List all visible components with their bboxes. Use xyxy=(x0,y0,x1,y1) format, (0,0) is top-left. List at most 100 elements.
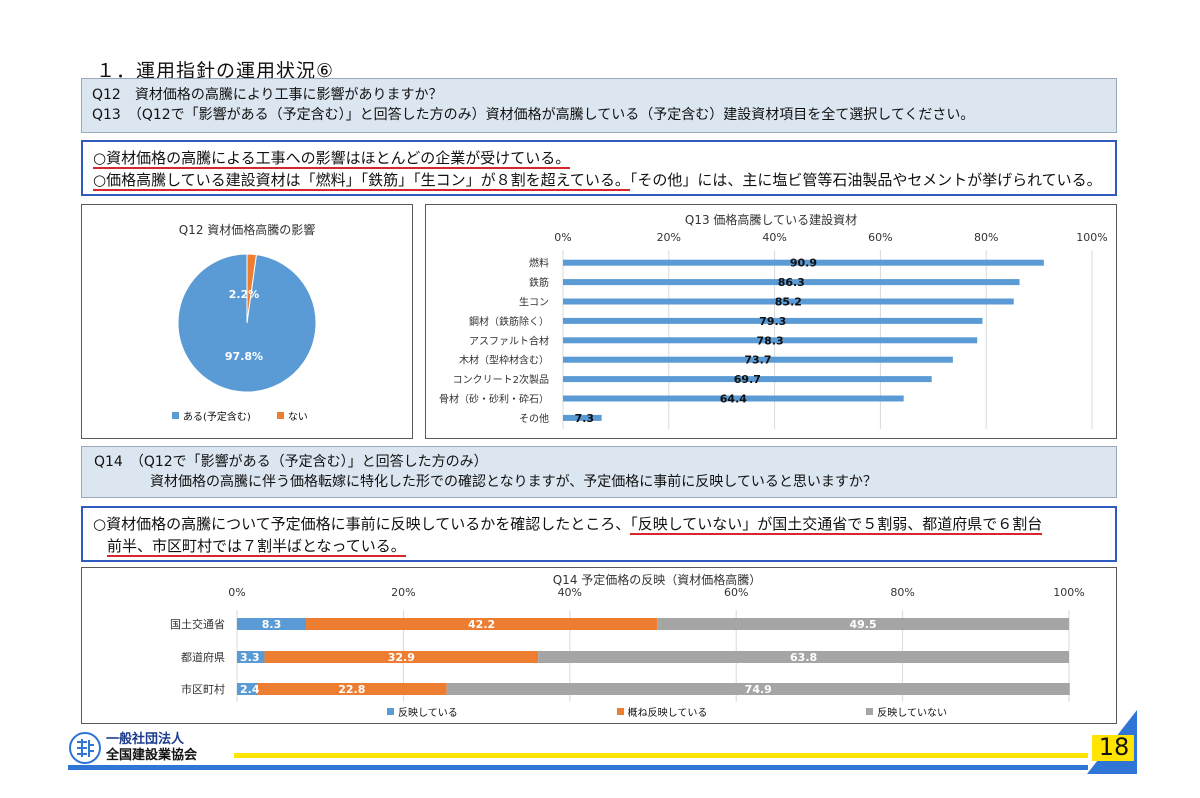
finding-materials: ○価格高騰している建設資材は「燃料」「鉄筋」「生コン」が８割を超えている。 xyxy=(93,171,630,191)
stacked-bar-segment xyxy=(264,651,539,663)
legend-item-ooune: 概ね反映している xyxy=(616,704,707,719)
footer-yellow-rule xyxy=(234,753,1088,758)
segment-value-label: 32.9 xyxy=(388,651,415,664)
q14-stacked-bar-chart: Q14 予定価格の反映（資材価格高騰） 0% 20% 40% 60% 80% 100% 国… xyxy=(170,572,1085,702)
value-label: 64.4 xyxy=(720,393,747,406)
stacked-bar-segment xyxy=(237,683,257,695)
pie-chart-title: Q12 資材価格高騰の影響 xyxy=(179,222,316,237)
category-label: 骨材（砂・砂利・砕石） xyxy=(439,393,549,406)
findings-box-2: ○資材価格の高騰について予定価格に事前に反映しているかを確認したところ、「反映し… xyxy=(81,506,1117,562)
legend-label: ある(予定含む) xyxy=(183,412,251,423)
stacked-bar-segment xyxy=(256,683,447,695)
q14-legend: 反映している 概ね反映している 反映していない xyxy=(387,704,947,719)
bar xyxy=(563,395,904,402)
category-label: 鉄筋 xyxy=(529,276,549,289)
pie-legend: ある(予定含む) ない xyxy=(172,408,352,423)
finding-start: ○資材価格の高騰について予定価格に事前に反映しているかを確認したところ、 xyxy=(93,515,631,533)
category-label: 生コン xyxy=(519,296,549,309)
tick-label: 100% xyxy=(1053,586,1084,599)
category-label: 国土交通省 xyxy=(170,617,225,631)
q14-question-box: Q14 （Q12で「影響がある（予定含む）」と回答した方のみ） 資材価格の高騰に… xyxy=(81,446,1117,498)
value-label: 90.9 xyxy=(790,257,817,270)
tick-label: 60% xyxy=(724,586,748,599)
bar xyxy=(563,259,1044,266)
tick-label: 40% xyxy=(762,231,786,244)
q13-bar-chart: Q13 価格高騰している建設資材 0% 20% 40% 60% 80% 100% 燃料鉄筋… xyxy=(439,212,1108,429)
tick-label: 60% xyxy=(868,231,892,244)
legend-item-nai: ない xyxy=(276,408,308,423)
value-label: 7.3 xyxy=(575,412,595,425)
category-label: 鋼材（鉄筋除く） xyxy=(469,315,549,328)
stacked-bar-segment xyxy=(237,651,265,663)
tick-label: 80% xyxy=(890,586,914,599)
page-number: 18 xyxy=(1098,733,1130,761)
q12-pie-chart: Q12 資材価格高騰の影響 2.2% 97.8% xyxy=(177,222,317,393)
category-label: 都道府県 xyxy=(181,650,225,664)
bar xyxy=(563,279,1020,286)
q14-chart-title: Q14 予定価格の反映（資材価格高騰） xyxy=(553,572,762,587)
category-label: 燃料 xyxy=(529,257,549,270)
value-label: 79.3 xyxy=(759,315,786,328)
page-title: １．運用指針の運用状況⑥ xyxy=(96,60,335,82)
segment-value-label: 8.3 xyxy=(262,618,282,631)
category-label: 市区町村 xyxy=(181,682,225,696)
legend-item-aru: ある(予定含む) xyxy=(172,408,251,423)
value-label: 86.3 xyxy=(778,276,805,289)
segment-value-label: 22.8 xyxy=(338,683,365,696)
segment-value-label: 2.4 xyxy=(240,683,260,696)
bar xyxy=(563,298,1014,305)
bar xyxy=(563,337,978,344)
tick-label: 0% xyxy=(554,231,571,244)
value-label: 78.3 xyxy=(757,334,784,347)
tick-label: 80% xyxy=(974,231,998,244)
q14-line2: 資材価格の高騰に伴う価格転嫁に特化した形での確認となりますが、予定価格に事前に反… xyxy=(150,474,877,490)
value-label: 73.7 xyxy=(744,354,771,367)
bar xyxy=(563,317,983,324)
legend-item-hanei-nashi: 反映していない xyxy=(866,704,947,719)
legend-item-hanei: 反映している xyxy=(387,704,458,719)
org-line2: 全国建設業協会 xyxy=(106,748,198,763)
pie-label: 97.8% xyxy=(225,350,263,363)
legend-label: ない xyxy=(287,412,308,423)
tick-label: 20% xyxy=(391,586,415,599)
value-label: 85.2 xyxy=(775,296,802,309)
legend-swatch xyxy=(616,708,624,715)
q12-text: Q12 資材価格の高騰により工事に影響がありますか？ xyxy=(92,87,443,103)
bar xyxy=(563,376,932,383)
stacked-bar-segment xyxy=(306,618,658,630)
finding-impact: ○資材価格の高騰による工事への影響はほとんどの企業が受けている。 xyxy=(93,149,571,169)
q12-q13-question-box: Q12 資材価格の高騰により工事に影響がありますか？ Q13 （Q12で「影響が… xyxy=(81,78,1117,133)
category-label: アスファルト合材 xyxy=(469,334,549,347)
stacked-bar-segment xyxy=(446,683,1070,695)
pie-slice xyxy=(177,253,317,393)
findings-box-1: ○資材価格の高騰による工事への影響はほとんどの企業が受けている。 ○価格高騰して… xyxy=(81,140,1117,196)
tick-label: 0% xyxy=(228,586,245,599)
legend-swatch xyxy=(172,412,179,419)
finding-result-1: 「反映していない」が国土交通省で５割弱、都道府県で６割台 xyxy=(630,515,1043,535)
q14-stacked-bar-chart-panel: Q14 予定価格の反映（資材価格高騰） 0% 20% 40% 60% 80% 100% 国… xyxy=(81,567,1117,724)
legend-label: 反映している xyxy=(398,708,458,719)
footer-logo: 一般社団法人 全国建設業協会 xyxy=(68,731,238,765)
pie-label: 2.2% xyxy=(229,288,260,301)
association-logo-icon xyxy=(69,732,101,764)
segment-value-label: 42.2 xyxy=(468,618,495,631)
value-label: 69.7 xyxy=(734,373,761,386)
category-label: コンクリート2次製品 xyxy=(453,373,549,386)
stacked-bar-segment xyxy=(538,651,1069,663)
q13-bar-chart-panel: Q13 価格高騰している建設資材 0% 20% 40% 60% 80% 100% 燃料 鉄筋… xyxy=(425,204,1117,439)
category-label: 木材（型枠材含む） xyxy=(459,354,549,367)
segment-value-label: 74.9 xyxy=(745,683,772,696)
segment-value-label: 49.5 xyxy=(850,618,877,631)
tick-label: 100% xyxy=(1076,231,1107,244)
bar xyxy=(563,356,953,363)
tick-label: 40% xyxy=(558,586,582,599)
q13-text: Q13 （Q12で「影響がある（予定含む）」と回答した方のみ）資材価格が高騰して… xyxy=(92,107,975,123)
segment-value-label: 3.3 xyxy=(240,651,260,664)
footer-blue-rule xyxy=(68,765,1088,770)
legend-swatch xyxy=(276,412,284,419)
segment-value-label: 63.8 xyxy=(790,651,817,664)
bar xyxy=(563,414,602,421)
stacked-bar-segment xyxy=(237,618,307,630)
tick-label: 20% xyxy=(657,231,681,244)
legend-swatch xyxy=(387,708,394,715)
